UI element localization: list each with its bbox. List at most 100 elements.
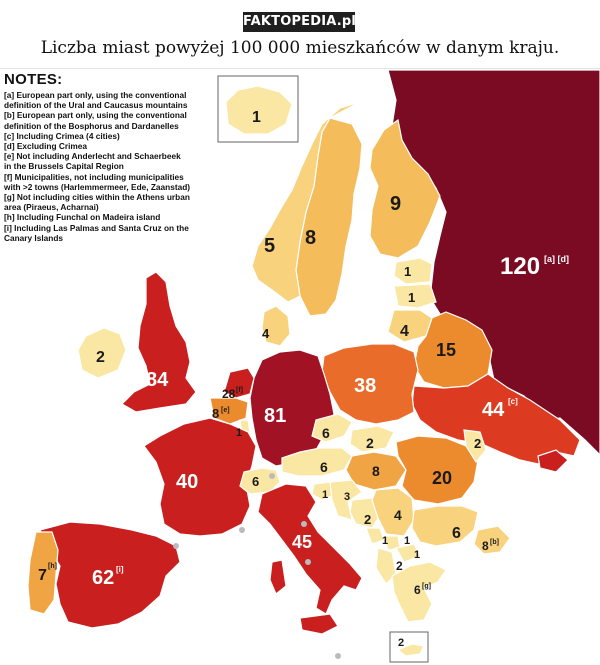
label-ukraine: 44 [482,399,505,421]
label-netherlands-note: [f] [236,387,243,394]
dot-andorra [173,543,179,549]
region-albania [375,547,397,585]
note-line: [d] Excluding Crimea [4,141,87,152]
region-belgium [209,397,249,425]
region-iceland [225,85,293,135]
label-kosovo: 1 [404,535,410,547]
region-portugal [27,531,59,615]
region-montenegro [365,527,385,545]
label-greece: 6 [414,583,421,597]
brand-text: FAKTOPEDIA.pl [243,14,357,29]
label-poland: 38 [354,375,376,397]
label-bulgaria: 6 [452,525,461,542]
region-uk [121,271,197,413]
label-norway: 5 [264,235,275,257]
dot-malta [335,653,341,659]
label-spain: 62 [92,567,114,589]
label-bosnia: 2 [364,512,371,527]
page-caption: Liczba miast powyżej 100 000 mieszkańców… [40,38,560,58]
label-estonia: 1 [404,264,411,279]
label-montenegro: 1 [382,535,388,547]
note-line: Canary Islands [4,232,64,243]
note-line: [c] Including Crimea (4 cities) [4,130,120,141]
label-croatia: 3 [344,491,350,503]
label-cyprus: 2 [398,637,404,649]
label-sweden: 8 [305,227,316,249]
region-estonia [393,257,433,285]
label-denmark: 4 [262,326,270,341]
note-line: [a] European part only, using the conven… [4,90,187,100]
label-hungary: 8 [372,463,380,479]
region-sweden [295,117,363,317]
region-crimea [537,449,569,473]
label-portugal: 7 [38,567,47,584]
label-russia-note: [a] [d] [544,254,569,264]
map-labels: 1 2 84 5 8 9 120 [a] [d] 1 1 4 15 4 28 [… [38,109,569,649]
notes-list: [a] European part only, using the conven… [4,90,218,243]
iceland-inset-box [217,75,299,143]
label-belgium-note: [e] [221,407,230,414]
region-denmark [261,305,291,347]
region-latvia [393,283,437,309]
dot-monaco [239,527,245,533]
label-luxembourg: 1 [236,427,242,439]
europe-map: 1 2 84 5 8 9 120 [a] [d] 1 1 4 15 4 28 [… [27,70,600,663]
region-czechia [311,413,353,443]
label-macedonia: 1 [414,549,420,561]
label-germany: 81 [264,405,286,427]
note-line: definition of the Bosphorus and Dardanel… [4,120,179,131]
region-slovakia [349,425,395,453]
region-austria [281,447,353,477]
note-line: [i] Including Las Palmas and Santa Cruz … [4,222,189,233]
label-austria: 6 [320,459,328,475]
label-portugal-note: [h] [48,563,57,570]
label-albania: 2 [396,559,403,573]
note-line: in the Brussels Capital Region [4,161,124,172]
region-cyprus [396,643,425,657]
label-lithuania: 4 [400,323,409,340]
caption-divider [0,68,600,69]
label-serbia: 4 [394,507,402,523]
dot-san-marino [301,521,307,527]
label-netherlands: 28 [222,387,236,401]
label-uk: 84 [146,369,169,391]
cyprus-inset-box [389,631,429,663]
region-greece [391,561,447,623]
note-line: [g] Not including cities within the Athe… [4,192,190,203]
region-hungary [345,451,407,491]
region-sardinia [269,559,287,595]
label-france: 40 [176,471,198,493]
region-italy [257,483,363,615]
region-finland [369,118,441,259]
region-spain [39,521,181,629]
region-ireland [77,327,127,379]
region-romania [395,435,479,505]
region-poland [321,343,419,425]
label-russia: 120 [500,253,540,280]
label-belgium: 8 [212,406,219,421]
dot-liechtenstein [269,473,275,479]
brand-logo: FAKTOPEDIA.pl [243,12,357,32]
region-macedonia [395,543,421,563]
note-line: [h] Including Funchal on Madeira island [4,212,161,223]
label-romania: 20 [432,468,452,488]
region-bulgaria [411,505,479,547]
label-turkey-note: [b] [490,539,499,546]
label-iceland: 1 [252,109,261,126]
note-line: with >2 towns (Harlemmermeer, Ede, Zaans… [4,181,191,192]
note-line: [e] Not including Anderlecht and Schaerb… [4,151,181,162]
region-norway [251,101,361,303]
label-italy: 45 [292,532,312,552]
region-netherlands [223,367,255,399]
label-ukraine-note: [c] [508,397,518,406]
notes-panel: NOTES: [a] European part only, using the… [4,72,218,243]
label-ireland: 2 [96,349,105,366]
region-turkey [473,525,511,555]
label-finland: 9 [390,193,401,215]
label-spain-note: [i] [116,565,124,574]
label-latvia: 1 [408,290,415,305]
region-moldova [463,429,487,464]
label-slovenia: 1 [322,489,328,501]
notes-title: NOTES: [4,71,63,88]
note-line: definition of the Ural and Caucasus moun… [4,100,188,111]
